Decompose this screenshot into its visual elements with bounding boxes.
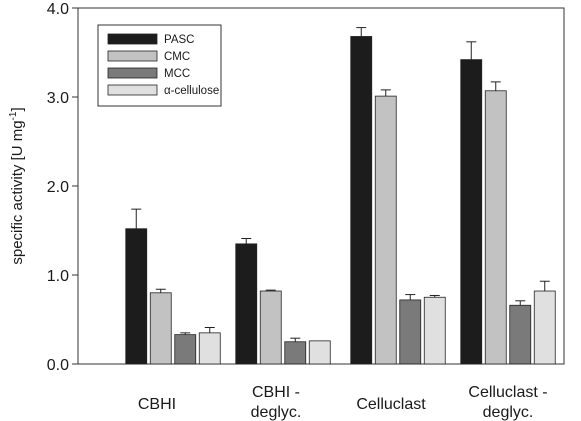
y-axis-title: specific activity [U mg-1] [8, 107, 26, 264]
legend-label: MCC [164, 68, 190, 80]
bar-mcc-1 [284, 341, 307, 365]
bar-cmc-3 [484, 90, 507, 365]
bar-cmc-2 [374, 95, 397, 365]
x-category-label: CBHI - deglyc. [251, 384, 302, 421]
x-category-label: Celluclast [356, 396, 426, 413]
legend-swatch [107, 67, 158, 79]
x-category-label-line: Celluclast [356, 396, 426, 413]
x-category-label: Celluclast - deglyc. [468, 384, 547, 421]
x-axis-labels: CBHI CBHI - deglyc. Celluclast Celluclast - d… [138, 384, 548, 421]
x-category-label-line: Celluclast - [468, 384, 547, 401]
x-category-label-line: CBHI - [252, 384, 300, 401]
bar-cellulose-3 [533, 290, 556, 365]
bar-pasc-0 [125, 228, 148, 365]
bar-mcc-2 [399, 299, 422, 365]
legend-swatch [107, 50, 158, 62]
legend-swatch [107, 84, 158, 96]
y-tick-label: 2.0 [47, 179, 69, 196]
bars [125, 27, 556, 365]
bar-cellulose-2 [423, 296, 446, 365]
bar-mcc-3 [509, 304, 532, 365]
bar-pasc-3 [460, 59, 483, 365]
bar-mcc-0 [174, 334, 197, 365]
x-category-label-line: CBHI [138, 396, 176, 413]
y-tick-label: 0.0 [47, 357, 69, 374]
y-axis-title-main: specific activity [U mg [9, 120, 26, 264]
bar-cellulose-1 [308, 340, 331, 365]
y-axis: 0.0 1.0 2.0 3.0 4.0 [47, 1, 78, 374]
bar-pasc-1 [235, 243, 258, 365]
y-tick-label: 3.0 [47, 90, 69, 107]
bar-pasc-2 [350, 36, 373, 365]
legend: PASC CMC MCC α-cellulose [97, 24, 222, 107]
x-category-label-line: deglyc. [251, 404, 302, 421]
legend-swatch [107, 33, 158, 45]
x-category-label: CBHI [138, 396, 176, 413]
legend-label: CMC [164, 51, 190, 63]
y-tick-label: 1.0 [47, 268, 69, 285]
legend-label: α-cellulose [164, 85, 219, 97]
legend-label: PASC [164, 34, 194, 46]
bar-cmc-0 [149, 292, 172, 365]
y-axis-title-superscript: -1 [8, 111, 19, 120]
bar-cmc-1 [259, 290, 282, 365]
x-category-label-line: deglyc. [483, 404, 534, 421]
y-tick-label: 4.0 [47, 1, 69, 18]
bar-cellulose-0 [198, 332, 221, 365]
y-axis-title-end: ] [9, 107, 26, 111]
